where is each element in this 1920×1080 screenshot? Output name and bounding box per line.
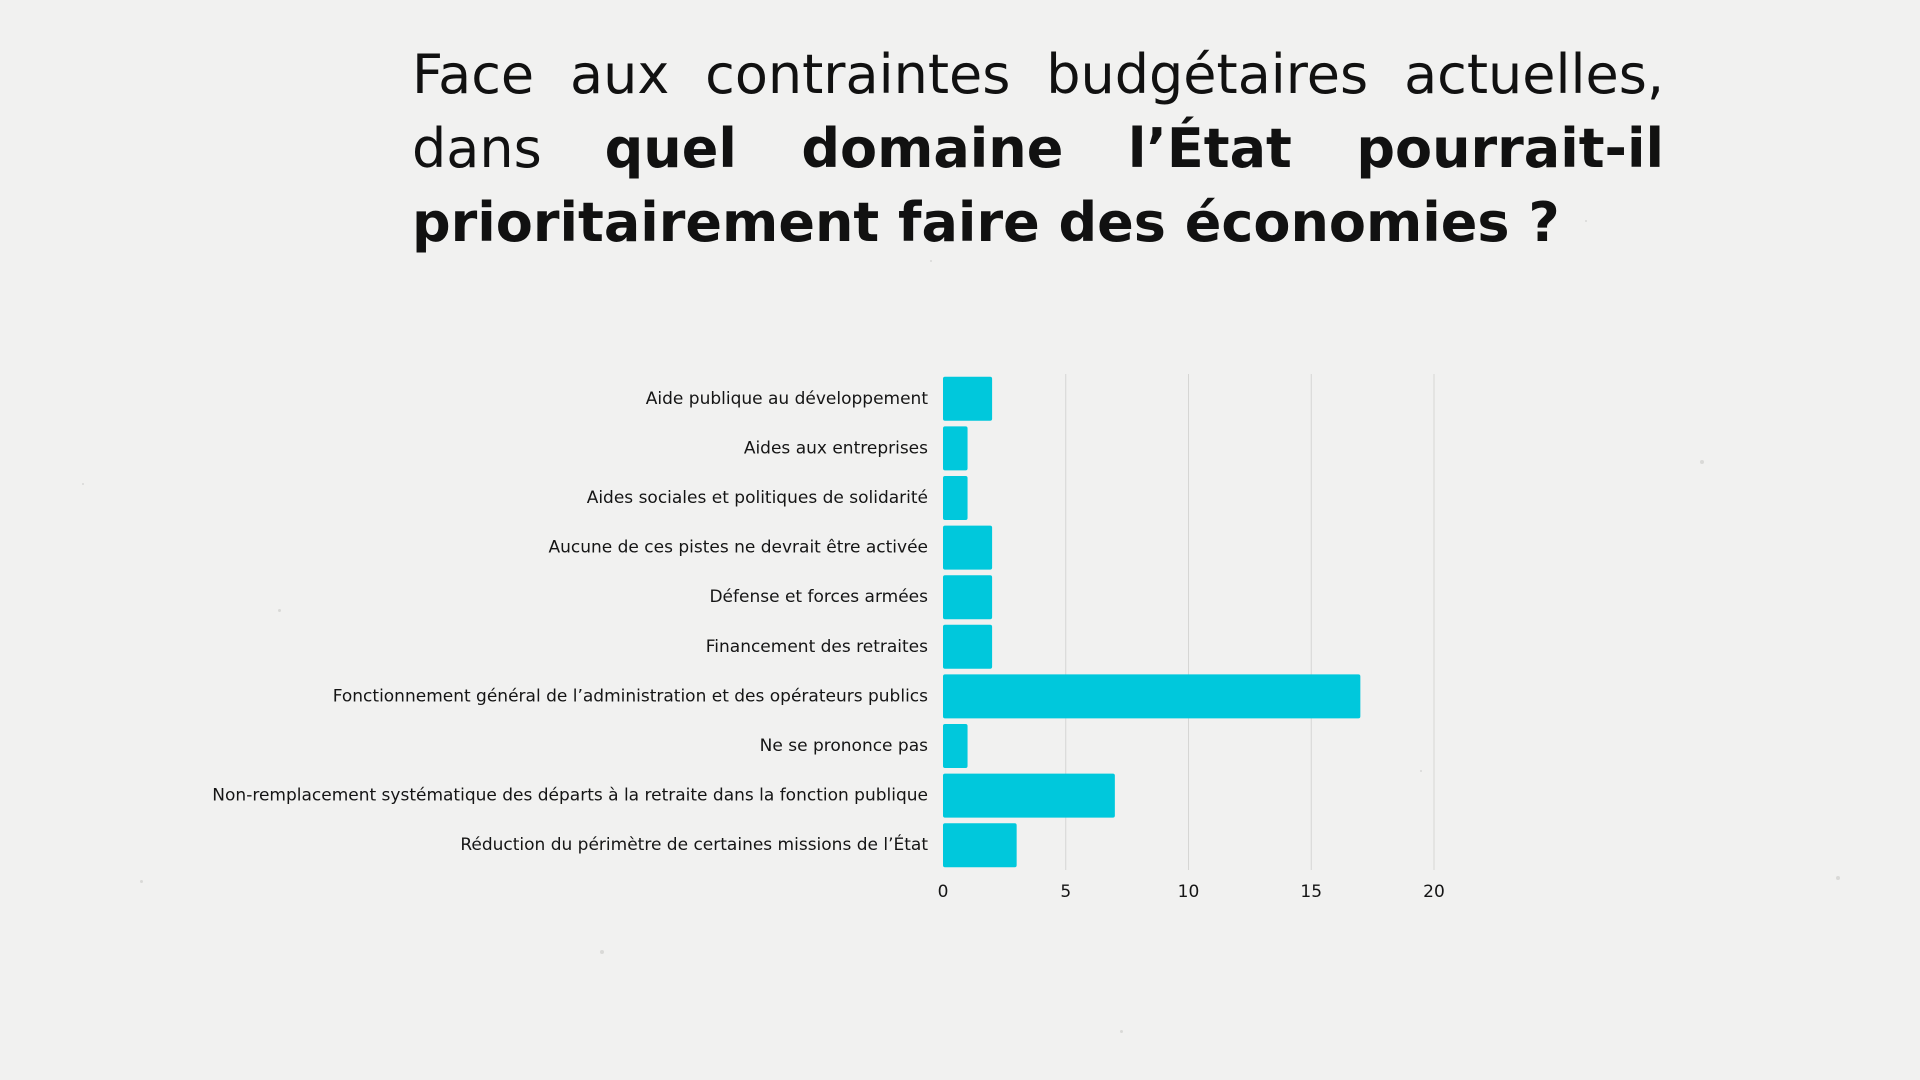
category-label: Défense et forces armées <box>709 587 928 607</box>
bar <box>943 624 993 669</box>
title-line-normal: Face aux contraintes budgétaires actuell… <box>412 43 1664 180</box>
bar <box>943 674 1361 719</box>
paper-speck <box>278 609 281 612</box>
chart-title: Face aux contraintes budgétaires actuell… <box>412 38 1664 260</box>
gridlines <box>1065 374 1435 870</box>
bar <box>943 724 968 768</box>
category-label: Non-remplacement systématique des départ… <box>212 786 928 806</box>
category-label: Aides sociales et politiques de solidari… <box>587 488 928 508</box>
x-axis-ticks: 0 5 10 15 20 <box>938 882 1445 902</box>
bar <box>943 823 1017 868</box>
paper-speck <box>600 950 604 954</box>
paper-speck <box>1120 1030 1123 1033</box>
x-tick-label: 5 <box>1060 882 1071 902</box>
x-tick-label: 20 <box>1423 882 1445 902</box>
paper-speck <box>1420 770 1422 772</box>
category-label: Réduction du périmètre de certaines miss… <box>460 833 928 855</box>
x-tick-label: 10 <box>1178 882 1200 902</box>
category-label: Aucune de ces pistes ne devrait être act… <box>548 538 928 558</box>
category-label: Aides aux entreprises <box>744 438 928 458</box>
paper-speck <box>82 483 84 485</box>
category-label: Ne se prononce pas <box>760 736 928 756</box>
category-label: Aide publique au développement <box>646 389 929 409</box>
paper-speck <box>930 260 932 262</box>
bar <box>943 773 1115 818</box>
bar <box>943 575 993 620</box>
x-tick-label: 0 <box>938 882 949 902</box>
category-label: Fonctionnement général de l’administrati… <box>333 686 928 706</box>
title-line-bold: quel domaine l’État pourrait-il priorita… <box>412 117 1664 254</box>
bar <box>943 476 968 520</box>
paper-speck <box>1585 220 1587 222</box>
bars <box>943 376 1361 868</box>
paper-speck <box>140 880 143 883</box>
paper-speck <box>1836 876 1840 880</box>
x-tick-label: 15 <box>1300 882 1322 902</box>
paper-speck <box>1700 460 1704 464</box>
category-label: Financement des retraites <box>706 637 928 657</box>
bar <box>943 426 968 471</box>
category-labels: Aide publique au développement Aides aux … <box>212 389 928 855</box>
bar <box>943 525 993 570</box>
bar <box>943 376 993 421</box>
